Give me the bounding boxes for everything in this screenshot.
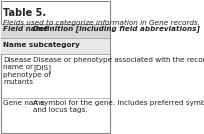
Text: Disease or phenotype associated with the record.
[DIS]: Disease or phenotype associated with the… — [33, 57, 204, 71]
FancyBboxPatch shape — [1, 39, 110, 54]
Text: Disease
name or
phenotype of
mutants: Disease name or phenotype of mutants — [3, 57, 51, 85]
Text: Field name: Field name — [3, 26, 48, 32]
Text: Gene name: Gene name — [3, 100, 45, 106]
Text: Fields used to categorize information in Gene records.: Fields used to categorize information in… — [3, 19, 200, 26]
Text: A symbol for the gene. Includes preferred symbols, alias
and locus tags.: A symbol for the gene. Includes preferre… — [33, 100, 204, 113]
Text: Table 5.: Table 5. — [3, 8, 47, 18]
FancyBboxPatch shape — [1, 24, 110, 38]
FancyBboxPatch shape — [1, 1, 110, 133]
Text: Definition [including field abbreviations]: Definition [including field abbreviation… — [33, 26, 200, 33]
Text: Name subcategory: Name subcategory — [3, 42, 80, 48]
